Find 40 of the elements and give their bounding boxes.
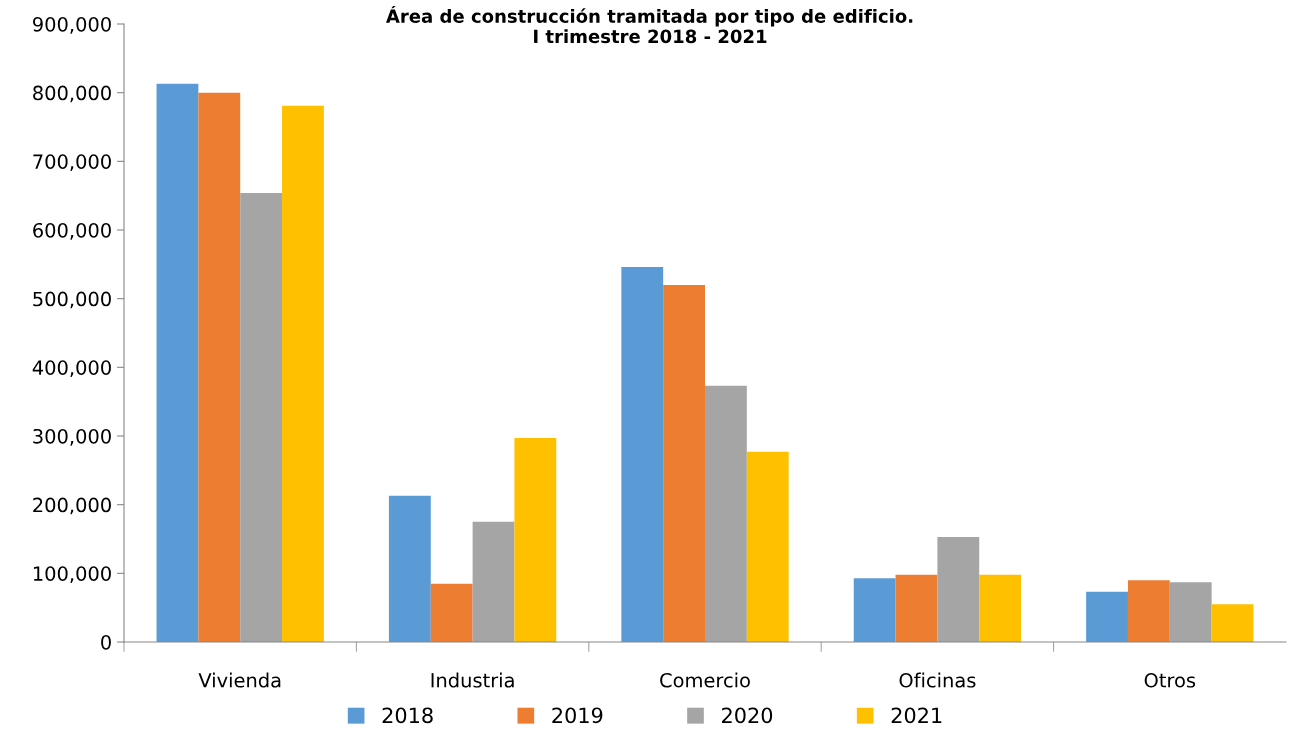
bar	[514, 438, 557, 642]
y-tick-label: 700,000	[33, 154, 111, 171]
bar	[895, 574, 938, 642]
bar	[1086, 591, 1128, 642]
bar	[1211, 604, 1254, 642]
y-tick-label: 500,000	[33, 291, 111, 309]
bar	[853, 578, 896, 642]
y-tick-label: 0	[101, 634, 111, 650]
chart-title: Área de construcción tramitada por tipo de edificio. I trimestre 2018 - 2021	[386, 6, 913, 44]
bar	[979, 574, 1022, 642]
x-tick-label: Comercio	[660, 672, 750, 688]
x-tick-label: Oficinas	[899, 672, 976, 688]
legend-label: 2018	[382, 707, 433, 724]
y-tick-label: 900,000	[33, 16, 111, 34]
bar	[388, 495, 431, 642]
legend-label: 2020	[722, 707, 773, 724]
x-tick-label: Otros	[1144, 672, 1196, 688]
bar	[156, 83, 199, 642]
bar	[621, 267, 664, 642]
y-tick-label: 800,000	[33, 85, 111, 103]
y-tick-label: 200,000	[33, 497, 111, 515]
y-tick-label: 300,000	[33, 428, 111, 446]
bar	[430, 583, 473, 642]
bar	[472, 521, 515, 642]
x-tick-label: Vivienda	[198, 672, 281, 688]
bar	[282, 105, 324, 642]
legend-label: 2019	[552, 707, 603, 724]
bar	[705, 385, 747, 642]
bar	[1127, 580, 1170, 642]
bar	[746, 451, 789, 642]
bar	[1169, 582, 1212, 642]
bar	[198, 92, 241, 642]
legend-label: 2021	[891, 707, 942, 724]
y-tick-label: 400,000	[32, 360, 111, 377]
bar	[240, 192, 283, 642]
x-tick-label: Industria	[431, 672, 514, 688]
bar	[937, 536, 980, 642]
y-tick-label: 600,000	[33, 222, 111, 240]
y-tick-label: 100,000	[33, 566, 111, 583]
bar	[663, 284, 705, 642]
